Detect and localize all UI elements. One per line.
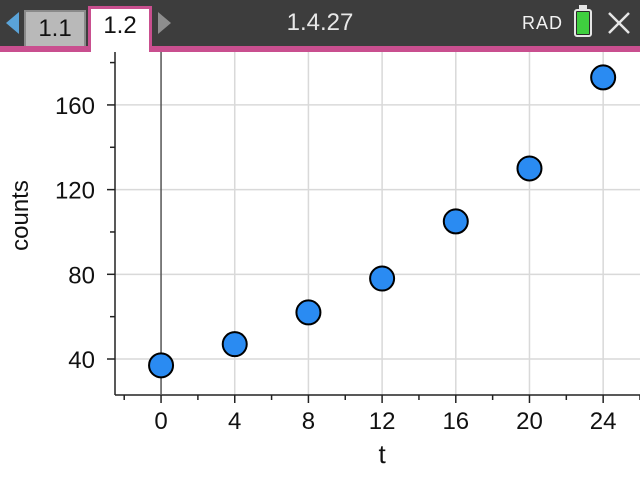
x-tick-label: 0 — [154, 408, 167, 435]
y-tick-label: 80 — [68, 262, 95, 289]
data-point — [516, 155, 543, 182]
tab-page-1-1[interactable]: 1.1 — [24, 10, 86, 46]
y-tick-label: 120 — [55, 178, 95, 205]
tab-page-1-2[interactable]: 1.2 — [88, 6, 152, 52]
x-tick-label: 16 — [442, 408, 469, 435]
data-point — [295, 299, 322, 326]
y-axis-label: counts — [7, 180, 34, 251]
data-point — [148, 352, 175, 379]
battery-level-fill — [577, 12, 589, 34]
x-tick-label: 24 — [590, 408, 617, 435]
tab-label: 1.1 — [38, 15, 72, 42]
data-point — [369, 265, 396, 292]
battery-cap — [579, 5, 587, 9]
data-point — [590, 64, 617, 91]
y-tick-label: 160 — [55, 93, 95, 120]
close-icon[interactable] — [604, 8, 634, 38]
x-axis-label: t — [378, 439, 386, 469]
angle-mode-indicator: RAD — [522, 13, 564, 33]
x-tick-label: 12 — [369, 408, 396, 435]
data-point — [221, 331, 248, 358]
plot-axes — [107, 52, 640, 403]
scatter-plot[interactable]: 0 4 8 12 16 20 24 40 80 120 160 t counts — [0, 52, 640, 480]
x-tick-label: 4 — [228, 408, 241, 435]
x-tick-label: 8 — [302, 408, 315, 435]
data-points — [148, 64, 617, 379]
tab-label: 1.2 — [103, 12, 137, 39]
active-page-indicator-line — [0, 46, 640, 52]
data-point — [442, 208, 469, 235]
arrow-left-icon[interactable] — [6, 12, 19, 34]
plot-grid — [115, 52, 640, 395]
tick-labels: 0 4 8 12 16 20 24 40 80 120 160 — [55, 93, 617, 435]
document-title: 1.4.27 — [286, 9, 354, 36]
arrow-right-icon[interactable] — [158, 12, 171, 34]
y-tick-label: 40 — [68, 347, 95, 374]
x-tick-label: 20 — [516, 408, 543, 435]
